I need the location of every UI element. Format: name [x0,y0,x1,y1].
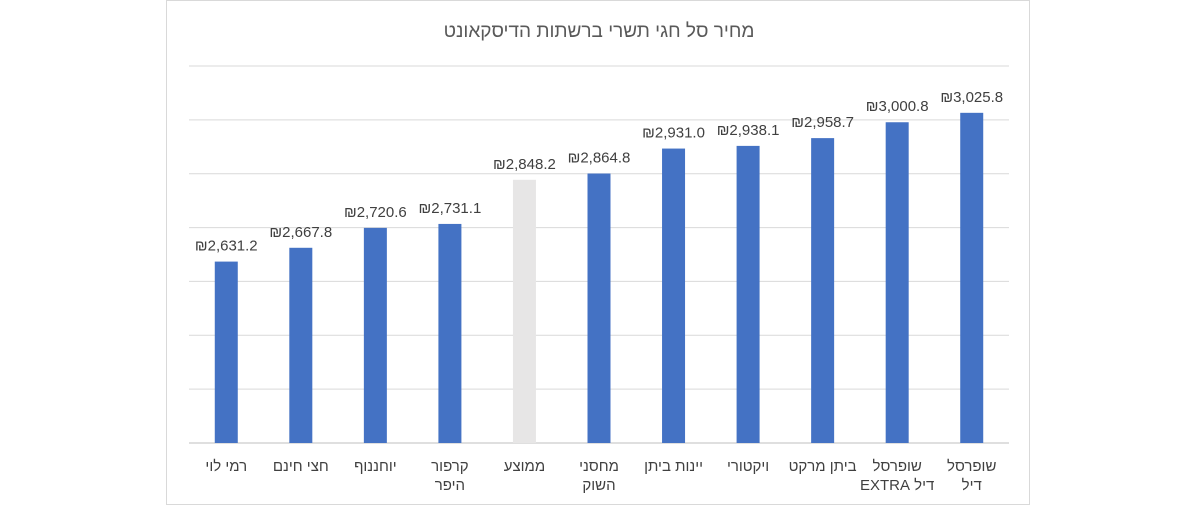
category-label: דיל [962,477,982,494]
bar [214,261,238,443]
data-label: ₪3,000.8 [866,98,929,115]
data-label: ₪2,938.1 [717,122,780,139]
bar [587,173,611,444]
category-label: מחסני [579,458,619,475]
data-label: ₪2,667.8 [269,224,332,241]
data-label: ₪3,025.8 [940,89,1003,106]
bar [289,247,313,443]
bar [811,138,835,443]
category-label: שופרסל [947,458,996,475]
bar [960,112,984,444]
data-label: ₪2,931.0 [642,125,705,142]
category-label: יוחננוף [354,458,397,475]
bar [512,179,536,443]
category-label: השוק [582,477,615,494]
category-labels: רמי לוי חצי חינם יוחננוף קרפור היפר ממוצע מחסנ… [205,458,996,494]
data-label: ₪2,958.7 [791,114,854,131]
category-label: ממוצע [504,458,545,475]
category-label: שופרסל [873,458,922,475]
category-label: יינות ביתן [644,458,703,475]
bars [214,112,984,444]
category-label: קרפור [431,458,469,475]
category-label: היפר [435,477,465,494]
category-label: ביתן מרקט [789,458,857,475]
data-label: ₪2,848.2 [493,156,556,173]
bar [885,122,909,443]
category-label: חצי חינם [273,458,329,475]
bar-chart: מחיר סל חגי תשרי ברשתות הדיסקאונט ₪2,631… [189,21,1009,494]
data-label: ₪2,720.6 [344,204,407,221]
data-label: ₪2,731.1 [419,200,482,217]
category-label: רמי לוי [205,458,247,475]
chart-title: מחיר סל חגי תשרי ברשתות הדיסקאונט [444,21,755,42]
category-label: ויקטורי [727,458,769,475]
bar [438,223,462,443]
data-label: ₪2,631.2 [195,238,258,255]
category-label: דיל EXTRA [860,477,934,494]
bar [662,148,686,444]
chart-frame: מחיר סל חגי תשרי ברשתות הדיסקאונט ₪2,631… [166,0,1030,505]
bar [736,145,760,444]
bar [363,227,387,443]
data-label: ₪2,864.8 [568,150,631,167]
data-labels: ₪2,631.2 ₪2,667.8 ₪2,720.6 ₪2,731.1 ₪2,848.2… [195,89,1003,255]
